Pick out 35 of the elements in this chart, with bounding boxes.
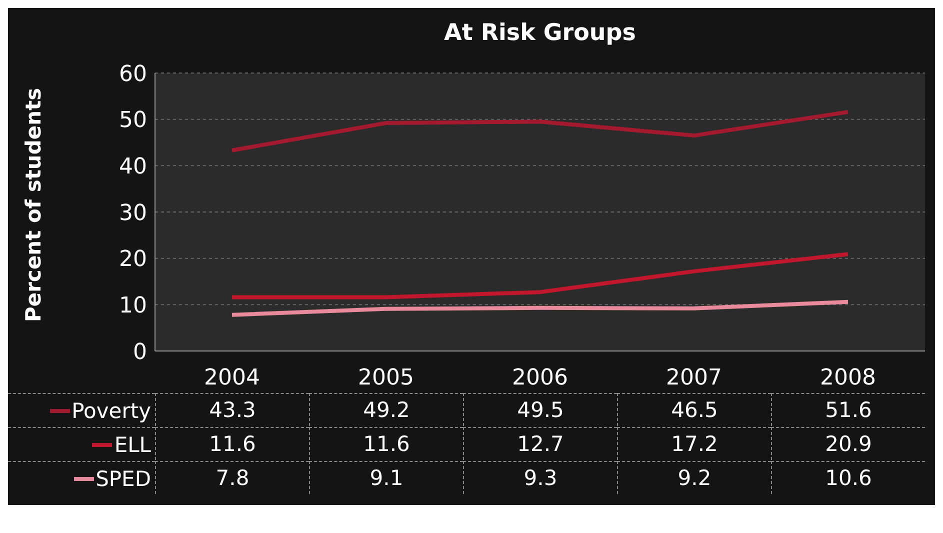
data-label: 9.3 xyxy=(463,461,617,494)
x-tick-label: 2008 xyxy=(820,366,876,391)
data-label: 10.6 xyxy=(771,461,925,494)
y-tick-label: 10 xyxy=(119,293,147,318)
y-tick-label: 50 xyxy=(119,108,147,134)
data-label: 49.5 xyxy=(463,393,617,426)
x-tick-label: 2006 xyxy=(512,366,568,391)
data-label: 17.2 xyxy=(617,427,771,460)
y-tick-label: 60 xyxy=(119,62,147,87)
y-tick-label: 40 xyxy=(119,154,147,180)
x-tick-label: 2004 xyxy=(204,366,260,391)
line-series xyxy=(230,300,850,317)
legend-label: SPED xyxy=(96,466,151,490)
data-label: 49.2 xyxy=(309,393,463,426)
x-tick-label: 2007 xyxy=(666,366,722,391)
data-label: 51.6 xyxy=(771,393,925,426)
data-label: 20.9 xyxy=(771,427,925,460)
line-series xyxy=(230,252,850,300)
chart-title: At Risk Groups xyxy=(443,19,637,48)
y-axis-title: Percent of students xyxy=(21,88,46,322)
data-label: 11.6 xyxy=(309,427,463,460)
data-label: 9.2 xyxy=(617,461,771,494)
data-label: 12.7 xyxy=(463,427,617,460)
y-tick-label: 30 xyxy=(119,200,147,226)
data-label: 7.8 xyxy=(155,461,309,494)
data-label: 11.6 xyxy=(155,427,309,460)
y-tick-label: 0 xyxy=(133,340,147,365)
legend-label: Poverty xyxy=(72,398,151,422)
x-tick-label: 2005 xyxy=(358,366,414,391)
legend-label: ELL xyxy=(114,432,151,456)
y-tick-label: 20 xyxy=(119,247,147,272)
data-label: 9.1 xyxy=(309,461,463,494)
data-label: 46.5 xyxy=(617,393,771,426)
line-series xyxy=(230,110,850,152)
data-label: 43.3 xyxy=(155,393,309,426)
